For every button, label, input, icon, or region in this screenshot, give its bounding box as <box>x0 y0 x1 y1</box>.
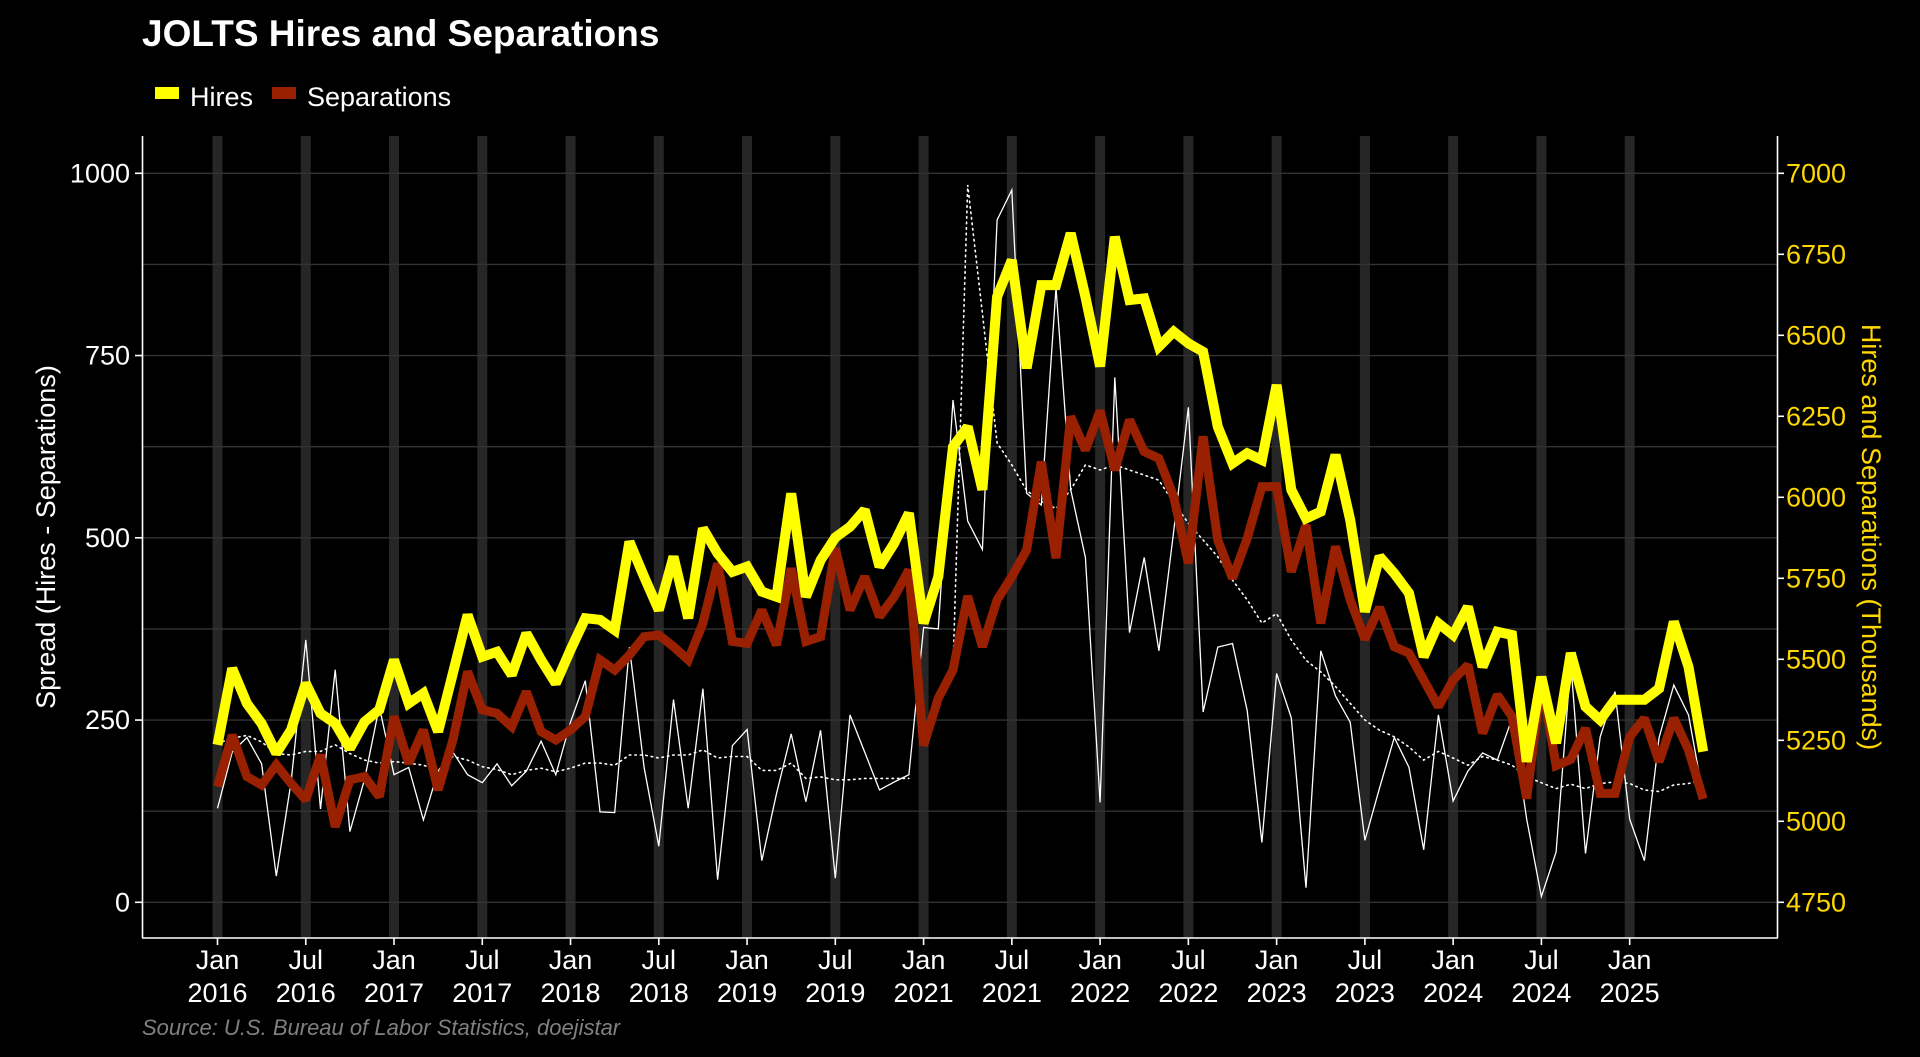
x-tick-label-month: Jul <box>995 945 1030 975</box>
x-tick-band <box>1448 136 1459 938</box>
right-tick-label: 5500 <box>1786 644 1846 674</box>
x-tick-band <box>300 136 311 938</box>
right-tick-label: 5250 <box>1786 725 1846 755</box>
x-tick-band <box>1536 136 1547 938</box>
left-axis-title: Spread (Hires - Separations) <box>31 365 61 709</box>
x-tick-label-year: 2024 <box>1423 978 1483 1008</box>
x-tick-label-month: Jul <box>1348 945 1383 975</box>
x-tick-label-month: Jan <box>1431 945 1475 975</box>
spread-line <box>216 187 1704 900</box>
x-tick-label-month: Jul <box>818 945 853 975</box>
right-tick-label: 6000 <box>1786 482 1846 512</box>
legend: Hires Separations <box>155 82 451 112</box>
x-tick-label-month: Jul <box>1171 945 1206 975</box>
x-tick-band <box>1359 136 1370 938</box>
x-tick-label-year: 2016 <box>187 978 247 1008</box>
x-tick-band <box>565 136 576 938</box>
x-tick-label-month: Jan <box>372 945 416 975</box>
x-tick-label-year: 2022 <box>1158 978 1218 1008</box>
x-tick-band <box>1271 136 1282 938</box>
x-tick-label-month: Jan <box>902 945 946 975</box>
right-tick-label: 6250 <box>1786 401 1846 431</box>
left-tick-label: 750 <box>85 341 130 371</box>
x-tick-label-year: 2024 <box>1511 978 1571 1008</box>
right-axis-ticks: 4750 5000 5250 5500 5750 6000 6250 6500 6750 7000 <box>1777 158 1846 917</box>
x-tick-label-month: Jan <box>1608 945 1652 975</box>
legend-swatch-separations <box>272 87 296 99</box>
x-tick-band <box>389 136 400 938</box>
x-axis-ticks: Jan2016Jul2016Jan2017Jul2017Jan2018Jul20… <box>187 938 1660 1008</box>
x-tick-label-year: 2023 <box>1247 978 1307 1008</box>
x-tick-band <box>1006 136 1017 938</box>
left-tick-label: 0 <box>115 887 130 917</box>
x-tick-label-year: 2018 <box>541 978 601 1008</box>
x-tick-band <box>918 136 929 938</box>
legend-swatch-hires <box>155 87 179 99</box>
left-tick-label: 1000 <box>70 158 130 188</box>
x-tick-label-year: 2017 <box>364 978 424 1008</box>
x-tick-label-month: Jan <box>196 945 240 975</box>
right-tick-label: 7000 <box>1786 158 1846 188</box>
x-tick-band <box>1624 136 1635 938</box>
x-tick-label-year: 2021 <box>894 978 954 1008</box>
series-lines <box>212 184 1709 900</box>
legend-label-hires: Hires <box>190 82 253 112</box>
x-tick-label-year: 2019 <box>717 978 777 1008</box>
separations-line <box>213 409 1708 829</box>
x-tick-label-month: Jul <box>465 945 500 975</box>
x-tick-label-year: 2021 <box>982 978 1042 1008</box>
x-tick-label-month: Jan <box>1078 945 1122 975</box>
legend-label-separations: Separations <box>307 82 451 112</box>
x-tick-label-month: Jul <box>289 945 324 975</box>
x-tick-label-year: 2019 <box>805 978 865 1008</box>
x-tick-label-year: 2022 <box>1070 978 1130 1008</box>
x-tick-label-year: 2017 <box>452 978 512 1008</box>
x-tick-label-month: Jul <box>1524 945 1559 975</box>
x-tick-label-year: 2016 <box>276 978 336 1008</box>
x-tick-label-month: Jan <box>1255 945 1299 975</box>
right-tick-label: 6750 <box>1786 239 1846 269</box>
x-tick-bands <box>212 136 1635 938</box>
left-axis-ticks: 0 250 500 750 1000 <box>70 158 142 917</box>
hires-line <box>212 231 1709 763</box>
x-tick-band <box>1095 136 1106 938</box>
x-tick-label-month: Jul <box>642 945 677 975</box>
right-tick-label: 4750 <box>1786 887 1846 917</box>
right-tick-label: 5750 <box>1786 563 1846 593</box>
x-tick-band <box>477 136 488 938</box>
x-tick-label-year: 2018 <box>629 978 689 1008</box>
x-tick-band <box>742 136 753 938</box>
x-tick-label-month: Jan <box>549 945 593 975</box>
right-tick-label: 5000 <box>1786 806 1846 836</box>
x-tick-label-year: 2023 <box>1335 978 1395 1008</box>
spread-average-line <box>216 184 1704 793</box>
left-tick-label: 250 <box>85 705 130 735</box>
left-tick-label: 500 <box>85 523 130 553</box>
x-tick-band <box>212 136 223 938</box>
right-axis-title: Hires and Separations (Thousands) <box>1856 324 1886 750</box>
chart-title: JOLTS Hires and Separations <box>142 13 659 54</box>
x-tick-band <box>653 136 664 938</box>
source-note: Source: U.S. Bureau of Labor Statistics,… <box>142 1015 622 1040</box>
x-tick-label-year: 2025 <box>1600 978 1660 1008</box>
plot-frame <box>141 136 1779 939</box>
x-tick-label-month: Jan <box>725 945 769 975</box>
right-tick-label: 6500 <box>1786 320 1846 350</box>
